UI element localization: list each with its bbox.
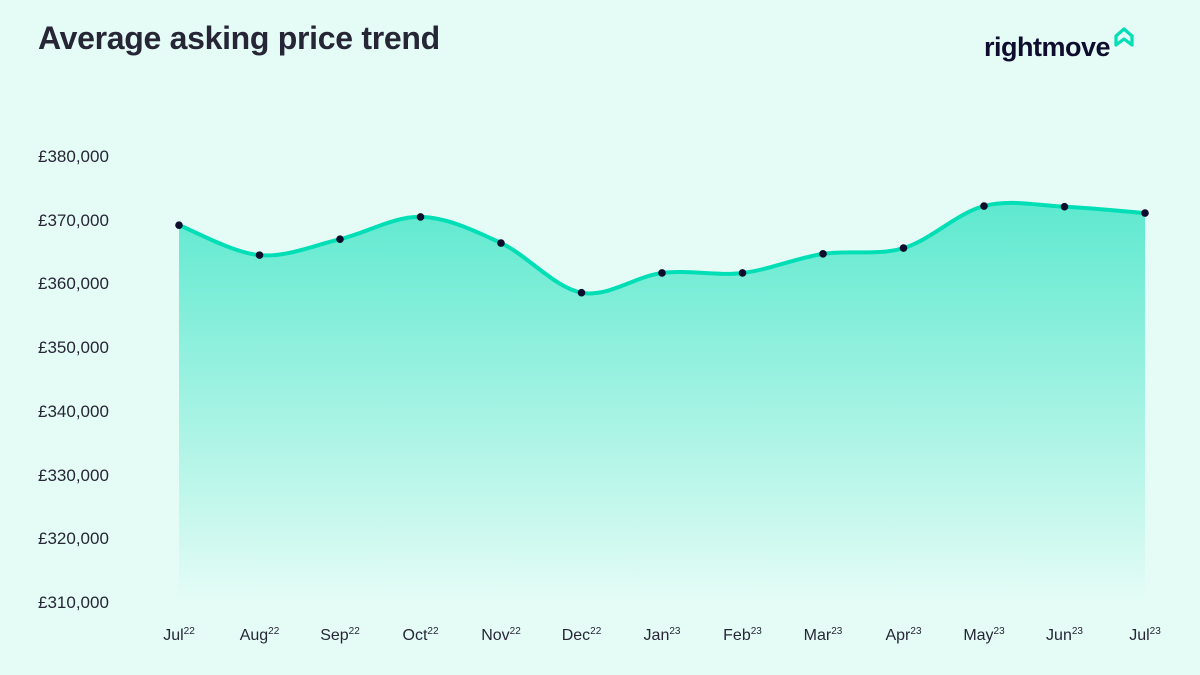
x-tick-year: 22 (427, 626, 439, 637)
x-tick-month: Feb (723, 627, 751, 644)
data-point-marker (738, 269, 747, 277)
x-tick-month: Aug (239, 627, 269, 644)
x-tick-label: Jun23 (1046, 626, 1083, 646)
x-tick-year: 23 (1071, 626, 1083, 637)
x-tick-label: Jul23 (1129, 626, 1161, 646)
x-tick-label: May23 (963, 626, 1004, 646)
logo-text: rightmove (984, 32, 1111, 62)
x-tick-month: Dec (561, 627, 591, 644)
data-point-marker (577, 288, 586, 297)
y-tick-label: £380,000 (38, 147, 109, 166)
x-tick-label: Aug22 (240, 626, 280, 646)
rightmove-logo: rightmove (984, 26, 1136, 62)
x-tick-year: 22 (268, 626, 280, 637)
data-point-marker (497, 239, 505, 247)
data-point-marker (1060, 202, 1069, 211)
x-tick-month: Nov (481, 627, 510, 644)
x-tick-label: Nov22 (481, 626, 521, 646)
x-tick-month: Oct (402, 627, 428, 644)
chart-title: Average asking price trend (38, 20, 440, 56)
x-tick-year: 22 (348, 626, 360, 637)
x-tick-year: 22 (509, 626, 521, 637)
x-tick-month: Mar (803, 627, 832, 644)
data-point-marker (336, 235, 344, 243)
x-tick-label: Apr23 (885, 626, 921, 646)
x-tick-month: May (963, 627, 994, 644)
data-point-marker (416, 213, 425, 221)
x-tick-label: Jan23 (644, 626, 681, 646)
x-tick-year: 23 (831, 626, 843, 637)
y-tick-label: £330,000 (38, 465, 109, 485)
x-tick-year: 22 (590, 626, 602, 637)
y-tick-label: £340,000 (38, 401, 109, 421)
data-point-marker (255, 251, 264, 259)
y-tick-label: £360,000 (38, 274, 109, 294)
x-tick-year: 22 (183, 626, 195, 637)
data-point-marker (658, 269, 666, 277)
house-icon (1114, 27, 1134, 47)
data-point-marker (980, 202, 988, 210)
y-tick-label: £310,000 (38, 593, 109, 612)
data-point-marker (1141, 209, 1149, 217)
x-tick-year: 23 (910, 626, 922, 637)
data-markers (175, 202, 1149, 297)
x-tick-month: Jul (1129, 627, 1150, 644)
x-tick-year: 23 (993, 626, 1005, 637)
data-point-marker (175, 221, 183, 229)
x-tick-year: 23 (750, 626, 762, 637)
x-tick-label: Sep22 (320, 626, 360, 646)
area-fill (179, 202, 1145, 604)
x-tick-label: Jul22 (163, 626, 195, 646)
x-tick-month: Sep (320, 627, 349, 644)
x-tick-label: Oct22 (402, 626, 438, 646)
data-point-marker (819, 250, 827, 258)
x-tick-month: Jun (1046, 627, 1072, 644)
y-tick-label: £350,000 (38, 338, 109, 358)
x-tick-month: Jan (643, 627, 670, 644)
x-tick-year: 23 (1149, 626, 1161, 637)
x-tick-label: Dec22 (562, 626, 602, 646)
x-tick-label: Feb23 (723, 626, 762, 646)
y-tick-label: £320,000 (38, 529, 109, 549)
x-tick-month: Apr (885, 627, 911, 644)
x-tick-month: Jul (163, 627, 184, 644)
y-tick-label: £370,000 (38, 210, 109, 230)
x-tick-year: 23 (669, 626, 681, 637)
x-tick-label: Mar23 (804, 626, 843, 646)
data-point-marker (899, 244, 908, 252)
